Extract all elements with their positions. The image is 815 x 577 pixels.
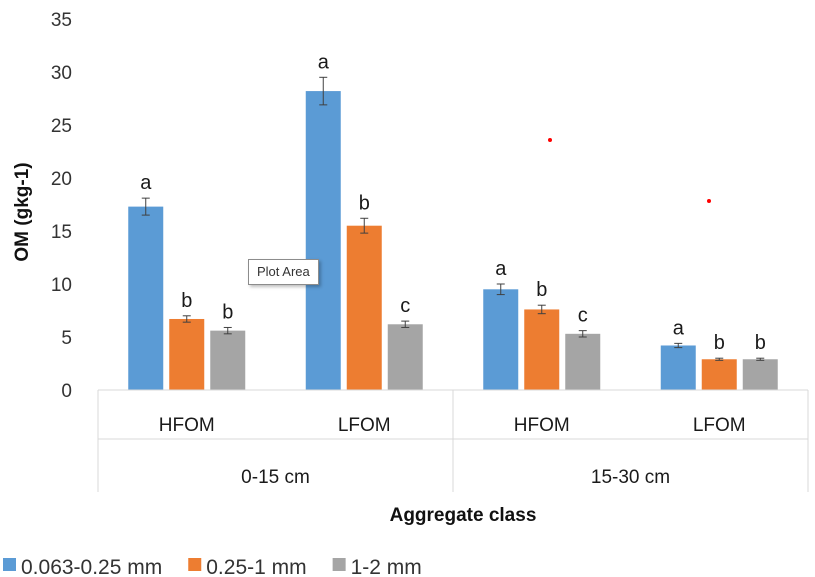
legend-label: 0.063-0.25 mm [21, 556, 162, 577]
legend-swatch [188, 558, 202, 571]
group-label: 0-15 cm [241, 467, 310, 488]
significance-letter: b [222, 301, 233, 323]
category-label: LFOM [693, 415, 746, 436]
significance-letter: c [578, 305, 588, 327]
y-tick-label: 20 [51, 169, 72, 190]
bar [305, 91, 341, 390]
bar [742, 359, 778, 390]
bar [565, 333, 601, 390]
y-tick-label: 0 [61, 381, 72, 402]
x-axis-group-labels: 0-15 cm 15-30 cm [241, 467, 670, 488]
error-bar [674, 342, 683, 349]
bar [169, 318, 205, 390]
bar [210, 330, 246, 390]
y-tick-label: 35 [51, 10, 72, 31]
bar [128, 206, 164, 390]
significance-letter: a [495, 258, 507, 280]
legend-item: 0.063-0.25 mm [3, 556, 162, 577]
error-bar [537, 304, 546, 315]
category-label: LFOM [338, 415, 391, 436]
error-bar [715, 357, 724, 361]
significance-letter: a [140, 172, 152, 194]
bars [128, 91, 778, 390]
error-bar [182, 315, 191, 323]
legend-item: 1-2 mm [332, 556, 422, 577]
x-axis-title: Aggregate class [390, 505, 537, 526]
error-bar [496, 283, 505, 296]
error-bar [223, 326, 232, 335]
bar [387, 324, 423, 390]
group-label: 15-30 cm [591, 467, 670, 488]
legend-label: 0.25-1 mm [206, 556, 306, 577]
error-bar [319, 76, 328, 106]
error-bar [756, 357, 765, 361]
y-tick-label: 15 [51, 222, 72, 243]
outlier-points [548, 138, 711, 203]
x-axis-category-labels: HFOM LFOM HFOM LFOM [159, 415, 746, 436]
significance-letter: b [181, 290, 192, 312]
y-axis-tick-labels: 0 5 10 15 20 25 30 35 [51, 10, 72, 402]
error-bar [578, 330, 587, 338]
plot-area-tooltip: Plot Area [248, 259, 319, 285]
y-tick-label: 30 [51, 63, 72, 84]
category-label: HFOM [159, 415, 215, 436]
y-axis-title: OM (gkg-1) [12, 162, 33, 261]
significance-letter: c [400, 295, 410, 317]
bar [524, 309, 560, 390]
significance-letter: b [536, 279, 547, 301]
bar [660, 345, 696, 390]
legend-label: 1-2 mm [351, 556, 422, 577]
error-bar [141, 197, 150, 216]
outlier-point [707, 199, 711, 203]
legend-swatch [3, 558, 16, 571]
bar [346, 225, 382, 390]
x-axis-dividers [97, 390, 809, 492]
category-label: HFOM [514, 415, 570, 436]
significance-letters: a b b a b c a b c a b b [140, 51, 766, 354]
bar [701, 359, 737, 390]
significance-letter: b [714, 332, 725, 354]
significance-letter: a [318, 51, 330, 73]
error-bars [141, 76, 765, 361]
y-tick-label: 25 [51, 116, 72, 137]
significance-letter: a [673, 317, 685, 339]
y-tick-label: 5 [61, 328, 72, 349]
legend: 0.063-0.25 mm 0.25-1 mm 1-2 mm [3, 556, 422, 577]
outlier-point [548, 138, 552, 142]
legend-swatch [332, 558, 346, 571]
error-bar [360, 217, 369, 234]
legend-item: 0.25-1 mm [188, 556, 307, 577]
significance-letter: b [755, 332, 766, 354]
y-tick-label: 10 [51, 275, 72, 296]
error-bar [401, 320, 410, 328]
bar [483, 289, 519, 390]
significance-letter: b [359, 192, 370, 214]
